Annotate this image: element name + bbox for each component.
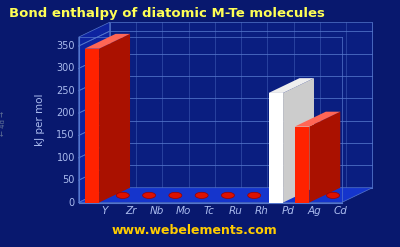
Text: 250: 250: [56, 86, 75, 96]
Text: 300: 300: [56, 63, 75, 73]
Polygon shape: [295, 112, 340, 126]
Ellipse shape: [222, 192, 234, 199]
Text: 50: 50: [62, 175, 75, 185]
Polygon shape: [283, 78, 314, 203]
Text: kJ per mol: kJ per mol: [35, 94, 45, 146]
Text: Pd: Pd: [282, 206, 295, 216]
Text: 150: 150: [56, 130, 75, 141]
Ellipse shape: [195, 192, 208, 199]
Ellipse shape: [142, 192, 156, 199]
Ellipse shape: [326, 192, 340, 199]
Text: Bond enthalpy of diatomic M-Te molecules: Bond enthalpy of diatomic M-Te molecules: [9, 7, 325, 21]
Polygon shape: [85, 49, 99, 203]
Text: Mo: Mo: [176, 206, 191, 216]
Polygon shape: [110, 22, 372, 188]
Polygon shape: [309, 112, 340, 203]
Polygon shape: [85, 34, 130, 49]
Polygon shape: [79, 188, 372, 203]
Text: Zr: Zr: [125, 206, 136, 216]
Text: Nb: Nb: [150, 206, 164, 216]
Polygon shape: [295, 126, 309, 203]
Text: Rh: Rh: [255, 206, 269, 216]
Polygon shape: [99, 34, 130, 203]
Text: www.webelements.com: www.webelements.com: [112, 224, 278, 237]
Ellipse shape: [248, 192, 261, 199]
Polygon shape: [79, 22, 110, 203]
Text: Ag: Ag: [308, 206, 321, 216]
Text: Ru: Ru: [229, 206, 242, 216]
Polygon shape: [269, 93, 283, 203]
Text: 350: 350: [56, 41, 75, 51]
Text: Cd: Cd: [334, 206, 348, 216]
Text: 0: 0: [69, 198, 75, 207]
Text: 200: 200: [56, 108, 75, 118]
Text: 100: 100: [56, 153, 75, 163]
Text: Tc: Tc: [204, 206, 215, 216]
Ellipse shape: [169, 192, 182, 199]
Text: ← 4d →: ← 4d →: [0, 111, 6, 136]
Ellipse shape: [116, 192, 129, 199]
Polygon shape: [269, 78, 314, 93]
Text: Y: Y: [101, 206, 108, 216]
